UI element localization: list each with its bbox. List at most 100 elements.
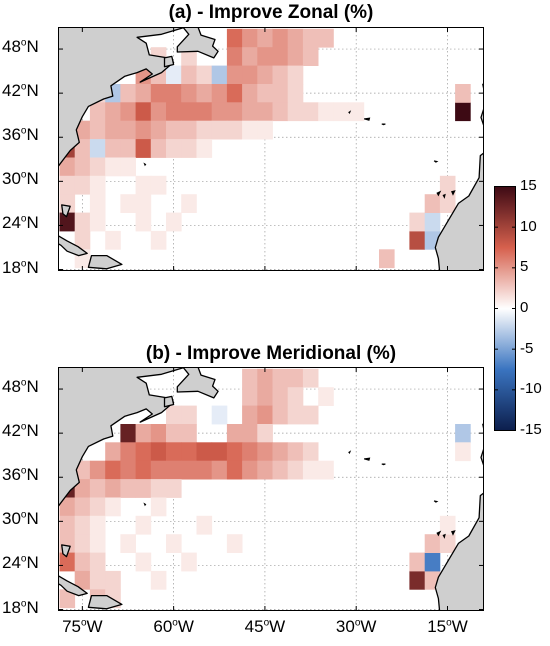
data-cell [74, 230, 91, 250]
data-cell [89, 120, 106, 140]
data-cell [135, 552, 152, 572]
lon-tick-label: 45oW [244, 617, 286, 636]
data-cell [226, 534, 243, 553]
data-cell [196, 65, 213, 85]
data-cell [318, 387, 334, 406]
colorbar-tick-label: 0 [520, 299, 529, 316]
data-cell [211, 120, 228, 140]
data-cell [150, 139, 167, 158]
data-cell [59, 212, 76, 232]
data-cell [135, 424, 152, 443]
data-cell [242, 405, 258, 425]
data-cell [226, 84, 243, 103]
data-cell [150, 460, 167, 480]
data-cell [226, 102, 243, 122]
island [442, 193, 446, 199]
data-cell [74, 515, 91, 535]
island [381, 463, 386, 466]
data-cell [196, 460, 213, 480]
data-cell [211, 102, 228, 122]
data-cell [89, 139, 106, 158]
data-cell [181, 84, 197, 103]
data-cell [135, 194, 152, 213]
data-cell [439, 194, 456, 213]
data-cell [135, 139, 152, 158]
lat-tick-label: 18oN [2, 257, 39, 277]
data-cell [59, 175, 76, 195]
data-cell [89, 534, 106, 553]
data-cell [272, 84, 289, 103]
data-cell [105, 120, 121, 140]
data-cell [257, 65, 273, 85]
data-cell [166, 442, 182, 462]
map-frame [58, 27, 484, 271]
data-cell [135, 460, 152, 480]
cuba-land [58, 234, 88, 257]
data-cell [242, 387, 258, 406]
data-cell [120, 460, 136, 480]
improvement-cells [59, 368, 471, 609]
data-cell [89, 479, 106, 498]
cape-breton-land [163, 55, 175, 68]
data-cell [211, 442, 228, 462]
data-cell [59, 157, 76, 177]
lat-tick-label: 24oN [2, 553, 39, 573]
data-cell [424, 194, 441, 213]
data-cell [196, 442, 213, 462]
data-cell [150, 102, 167, 122]
data-cell [166, 534, 182, 553]
lat-tick-label: 18oN [2, 597, 39, 617]
iberia-africa-land [434, 82, 484, 271]
data-cell [455, 442, 471, 462]
colorbar-tick-label: -15 [520, 421, 542, 438]
data-cell [74, 534, 91, 553]
data-cell [439, 515, 456, 535]
data-cell [424, 534, 441, 553]
data-cell [318, 460, 334, 480]
data-cell [302, 102, 319, 122]
data-cell [257, 84, 273, 103]
data-cell [272, 368, 289, 388]
data-cell [302, 405, 319, 425]
data-cell [226, 442, 243, 462]
data-cell [181, 460, 197, 480]
colorbar-tick-label: -10 [520, 380, 542, 398]
data-cell [455, 102, 471, 122]
lat-tick-label: 42oN [2, 421, 39, 441]
data-cell [242, 120, 258, 140]
landmass [58, 367, 484, 611]
data-cell [135, 515, 152, 535]
map-frame [58, 367, 484, 611]
data-cell [409, 230, 425, 250]
lat-tick-label: 42oN [2, 81, 39, 101]
data-cell [257, 368, 273, 388]
data-cell [181, 65, 197, 85]
data-cell [135, 84, 152, 103]
data-cell [150, 120, 167, 140]
data-cell [120, 102, 136, 122]
data-cell [302, 28, 319, 48]
data-cell [226, 47, 243, 66]
data-cell [226, 460, 243, 480]
data-cell [120, 139, 136, 158]
island [433, 500, 439, 503]
data-cell [242, 102, 258, 122]
lon-tick-label: 75oW [62, 617, 103, 636]
data-cell [333, 102, 349, 122]
data-cell [135, 102, 152, 122]
island [436, 190, 442, 197]
data-cell [242, 368, 258, 388]
data-cell [242, 84, 258, 103]
data-cell [257, 424, 273, 443]
data-cell [135, 479, 152, 498]
data-cell [181, 120, 197, 140]
newfoundland-land [176, 27, 219, 59]
data-cell [272, 28, 289, 48]
lat-tick-label: 48oN [2, 377, 39, 397]
data-cell [242, 47, 258, 66]
data-cell [150, 479, 167, 498]
colorbar-scale [494, 186, 516, 431]
data-cell [287, 387, 304, 406]
data-cell [287, 442, 304, 462]
data-cell [302, 47, 319, 66]
